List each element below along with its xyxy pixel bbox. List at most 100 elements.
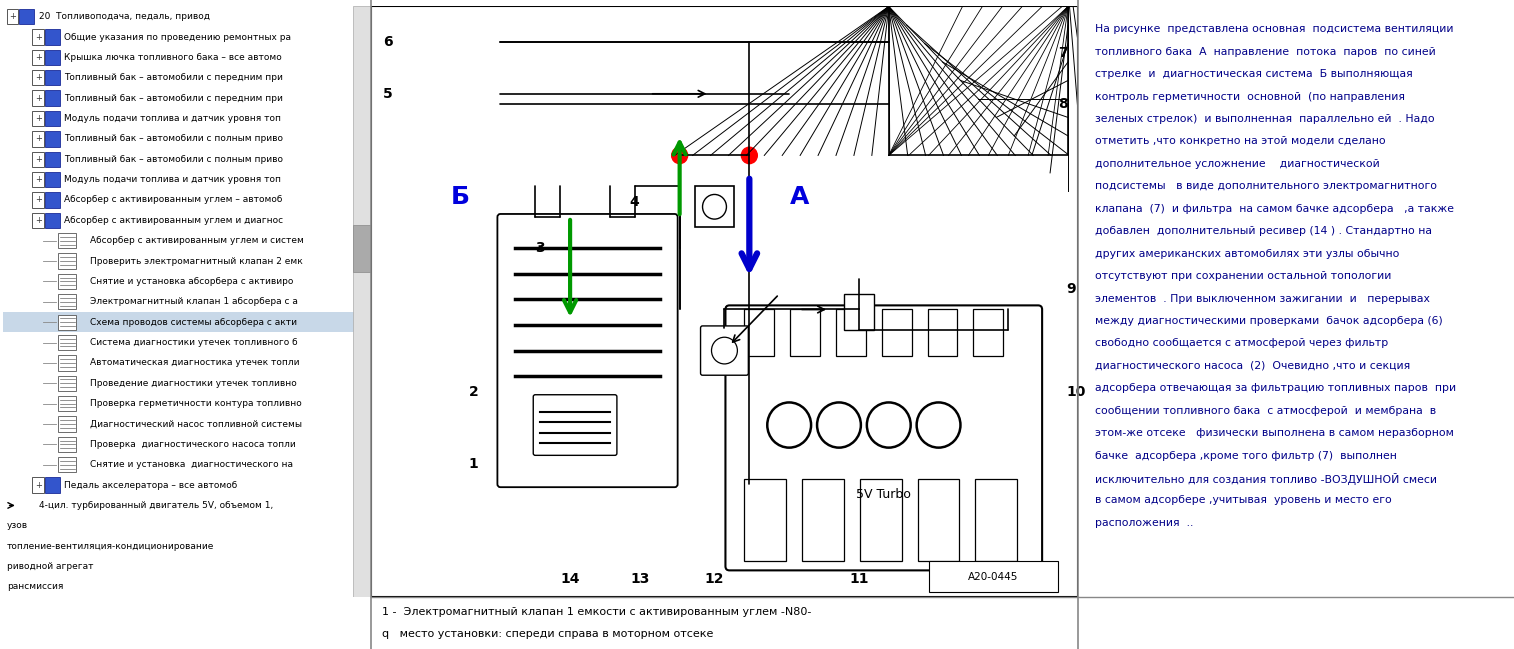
Text: Общие указания по проведению ремонтных ра: Общие указания по проведению ремонтных р… [65, 32, 292, 42]
Text: Схема проводов системы абсорбера с акти: Схема проводов системы абсорбера с акти [91, 317, 297, 326]
Bar [32, 29, 44, 45]
Text: этом-же отсеке   физически выполнена в самом неразборном: этом-же отсеке физически выполнена в сам… [1096, 428, 1455, 438]
Text: Диагностический насос топливной системы: Диагностический насос топливной системы [91, 419, 303, 428]
Text: контроль герметичности  основной  (по направления: контроль герметичности основной (по напр… [1096, 92, 1405, 101]
Text: 2: 2 [468, 385, 478, 398]
Bar [44, 192, 59, 208]
Bar [802, 479, 843, 561]
Text: риводной агрегат: риводной агрегат [6, 562, 94, 571]
Text: 20  Топливоподача, педаль, привод: 20 Топливоподача, педаль, привод [39, 12, 210, 21]
Text: 10: 10 [1066, 385, 1086, 398]
Bar [58, 335, 76, 350]
Text: расположения  ..: расположения .. [1096, 518, 1193, 528]
Bar [928, 310, 957, 356]
FancyBboxPatch shape [725, 306, 1042, 570]
Circle shape [712, 337, 737, 364]
Text: На рисунке  представлена основная  подсистема вентиляции: На рисунке представлена основная подсист… [1096, 24, 1453, 34]
Bar [32, 131, 44, 147]
Bar [58, 294, 76, 310]
Bar [44, 478, 59, 493]
Text: стрелке  и  диагностическая система  Б выполняющая: стрелке и диагностическая система Б выпо… [1096, 69, 1413, 79]
Bar [32, 192, 44, 208]
Bar [745, 479, 786, 561]
Text: Снятие и установка абсорбера с активиро: Снятие и установка абсорбера с активиро [91, 277, 294, 286]
Text: клапана  (7)  и фильтра  на самом бачке адсорбера   ,а также: клапана (7) и фильтра на самом бачке адс… [1096, 204, 1455, 214]
Bar [881, 310, 911, 356]
Bar [18, 9, 33, 24]
Text: 4: 4 [630, 195, 639, 208]
Text: +: + [35, 175, 41, 184]
Bar [44, 131, 59, 147]
Bar [843, 294, 874, 330]
Bar [44, 29, 59, 45]
Text: Топливный бак – автомобили с полным приво: Топливный бак – автомобили с полным прив… [65, 154, 283, 164]
Text: топление-вентиляция-кондиционирование: топление-вентиляция-кондиционирование [6, 542, 213, 550]
Text: подсистемы   в виде дополнительного электромагнитного: подсистемы в виде дополнительного электр… [1096, 181, 1437, 191]
Bar [58, 437, 76, 452]
Bar [32, 90, 44, 106]
Text: 3: 3 [536, 241, 545, 255]
Text: Проведение диагностики утечек топливно: Проведение диагностики утечек топливно [91, 379, 297, 387]
Bar [32, 152, 44, 167]
Text: Проверка  диагностического насоса топли: Проверка диагностического насоса топли [91, 440, 295, 449]
Bar [889, 6, 1067, 155]
Text: свободно сообщается с атмосферой через фильтр: свободно сообщается с атмосферой через ф… [1096, 338, 1388, 349]
Bar [58, 233, 76, 249]
Text: q   место установки: спереди справа в моторном отсеке: q место установки: спереди справа в мото… [383, 630, 713, 639]
Text: между диагностическими проверками  бачок адсорбера (6): между диагностическими проверками бачок … [1096, 316, 1443, 326]
Text: Абсорбер с активированным углем и диагнос: Абсорбер с активированным углем и диагно… [65, 216, 283, 225]
Bar [32, 478, 44, 493]
Bar [44, 172, 59, 187]
Circle shape [672, 147, 687, 164]
Text: Б: Б [451, 184, 469, 208]
Text: 5V Turbo: 5V Turbo [857, 488, 911, 501]
Text: Автоматическая диагностика утечек топли: Автоматическая диагностика утечек топли [91, 358, 300, 367]
Text: 8: 8 [1058, 97, 1067, 111]
Text: отметить ,что конкретно на этой модели сделано: отметить ,что конкретно на этой модели с… [1096, 136, 1385, 147]
Text: узов: узов [6, 521, 27, 530]
Bar [58, 396, 76, 411]
Text: +: + [35, 114, 41, 123]
Circle shape [702, 195, 727, 219]
Text: 1 -  Электромагнитный клапан 1 емкости с активированным углем -N80-: 1 - Электромагнитный клапан 1 емкости с … [383, 607, 812, 617]
Text: Крышка лючка топливного бака – все автомо: Крышка лючка топливного бака – все автом… [65, 53, 282, 62]
Bar [745, 310, 774, 356]
Text: +: + [35, 216, 41, 225]
Text: Топливный бак – автомобили с передним при: Топливный бак – автомобили с передним пр… [65, 73, 283, 82]
Bar [975, 479, 1017, 561]
Bar [44, 70, 59, 86]
Text: в самом адсорбере ,учитывая  уровень и место его: в самом адсорбере ,учитывая уровень и ме… [1096, 495, 1393, 506]
Text: 14: 14 [560, 572, 580, 585]
Bar [860, 479, 902, 561]
Text: Топливный бак – автомобили с полным приво: Топливный бак – автомобили с полным прив… [65, 134, 283, 143]
Text: Снятие и установка  диагностического на: Снятие и установка диагностического на [91, 460, 294, 469]
Text: зеленых стрелок)  и выполненная  параллельно ей  . Надо: зеленых стрелок) и выполненная параллель… [1096, 114, 1435, 124]
Text: Электромагнитный клапан 1 абсорбера с а: Электромагнитный клапан 1 абсорбера с а [91, 297, 298, 306]
Text: +: + [9, 12, 15, 21]
Bar [974, 310, 1004, 356]
Text: A20-0445: A20-0445 [967, 572, 1019, 582]
Bar [917, 479, 960, 561]
Text: +: + [35, 93, 41, 103]
Bar [695, 186, 734, 227]
FancyBboxPatch shape [498, 214, 678, 487]
Bar [836, 310, 866, 356]
Bar [44, 152, 59, 167]
Text: А: А [789, 184, 808, 208]
Bar [32, 111, 44, 126]
Text: 6: 6 [383, 36, 392, 49]
Text: отсутствуют при сохранении остальной топологии: отсутствуют при сохранении остальной топ… [1096, 271, 1391, 281]
Text: +: + [35, 195, 41, 204]
Text: рансмиссия: рансмиссия [6, 582, 64, 591]
Text: топливного бака  А  направление  потока  паров  по синей: топливного бака А направление потока пар… [1096, 47, 1437, 56]
Bar [44, 90, 59, 106]
Text: 7: 7 [1058, 45, 1067, 60]
Text: Модуль подачи топлива и датчик уровня топ: Модуль подачи топлива и датчик уровня то… [65, 114, 282, 123]
Bar [928, 561, 1058, 592]
Bar [32, 213, 44, 228]
Text: Система диагностики утечек топливного б: Система диагностики утечек топливного б [91, 338, 298, 347]
Bar [44, 213, 59, 228]
Text: Топливный бак – автомобили с передним при: Топливный бак – автомобили с передним пр… [65, 93, 283, 103]
Text: исключительно для создания топливо -ВОЗДУШНОЙ смеси: исключительно для создания топливо -ВОЗД… [1096, 473, 1437, 485]
Text: +: + [35, 53, 41, 62]
